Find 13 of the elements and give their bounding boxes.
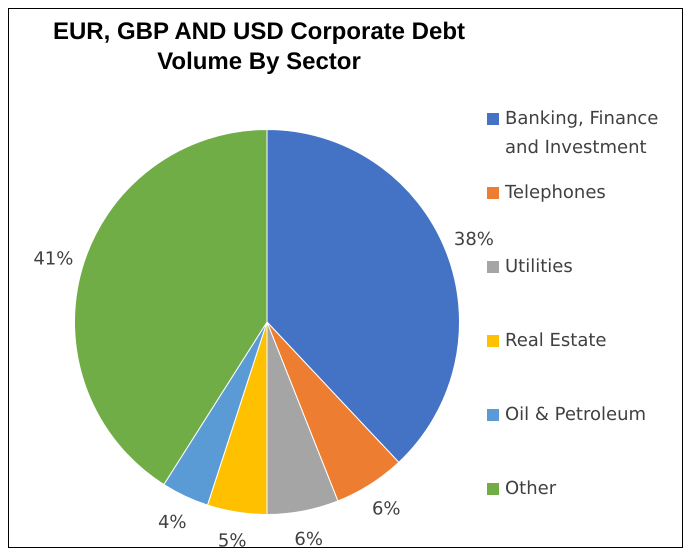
legend-label: Banking, Finance and Investment [505,107,660,160]
data-label: 4% [158,512,187,533]
data-label: 5% [218,530,246,552]
chart-title: EUR, GBP AND USD Corporate Debt Volume By Sector [52,17,466,77]
data-label: 38% [454,228,494,250]
data-label: 6% [372,498,401,520]
legend-label: Utilities [505,255,573,279]
legend-label: Real Estate [505,329,606,353]
legend-label: Oil & Petroleum [505,403,646,427]
data-label: 6% [294,529,323,550]
data-label: 41% [33,248,74,270]
legend-label: Telephones [505,181,606,205]
legend-label: Other [505,477,556,501]
